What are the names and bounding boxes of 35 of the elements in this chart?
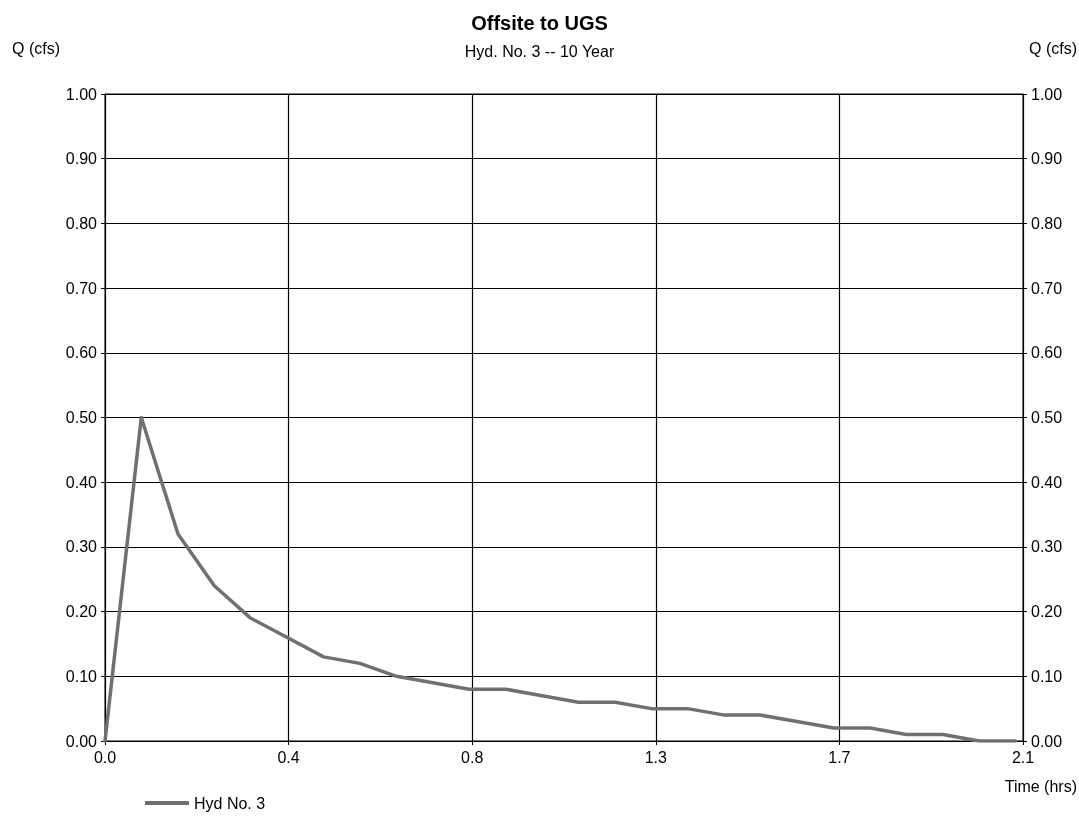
y-tick-label: 0.90 <box>65 150 98 168</box>
line-series <box>103 415 1018 743</box>
y2-tick-label: 0.80 <box>1031 214 1063 232</box>
x-tick-label: 0.0 <box>93 748 117 766</box>
y2-tick-label: 0.30 <box>1031 538 1063 556</box>
y2-tick-label: 0.90 <box>1031 150 1063 168</box>
x-tick-label: 0.8 <box>461 748 484 766</box>
y2-tick-label: 0.20 <box>1031 603 1063 621</box>
y-tick-label: 0.30 <box>65 538 98 556</box>
chart-subtitle: Hyd. No. 3 -- 10 Year <box>464 42 615 60</box>
chart-title: Offsite to UGS <box>471 12 608 34</box>
y-tick-label: 1.00 <box>65 85 98 103</box>
y2-axis-title: Q (cfs) <box>1029 39 1078 57</box>
x-axis-title: Time (hrs) <box>1004 777 1078 795</box>
y2-tick-label: 0.50 <box>1031 409 1063 426</box>
y-tick-label: 0.10 <box>65 667 98 685</box>
y2-tick-label: 0.10 <box>1031 667 1063 685</box>
y2-tick-label: 0.60 <box>1031 344 1063 362</box>
y2-tick-label: 0.00 <box>1031 732 1063 750</box>
x-tick-label: 0.4 <box>277 748 300 766</box>
y2-tick-label: 0.40 <box>1031 473 1063 491</box>
y-tick-label: 0.70 <box>65 279 98 297</box>
y-tick-label: 0.60 <box>65 344 98 362</box>
y2-tick-label: 0.70 <box>1031 279 1063 297</box>
legend-label: Hyd No. 3 <box>194 794 266 812</box>
x-tick-label: 1.7 <box>828 748 851 766</box>
y-axis-title: Q (cfs) <box>12 39 60 57</box>
y-tick-label: 0.50 <box>65 409 98 426</box>
y-tick-label: 0.00 <box>65 732 98 750</box>
y-tick-label: 0.80 <box>65 214 98 232</box>
y-tick-label: 0.40 <box>65 473 98 491</box>
y2-tick-label: 1.00 <box>1031 85 1063 103</box>
y-tick-label: 0.20 <box>65 603 98 621</box>
x-tick-label: 2.1 <box>1011 748 1035 766</box>
x-tick-label: 1.3 <box>644 748 668 766</box>
